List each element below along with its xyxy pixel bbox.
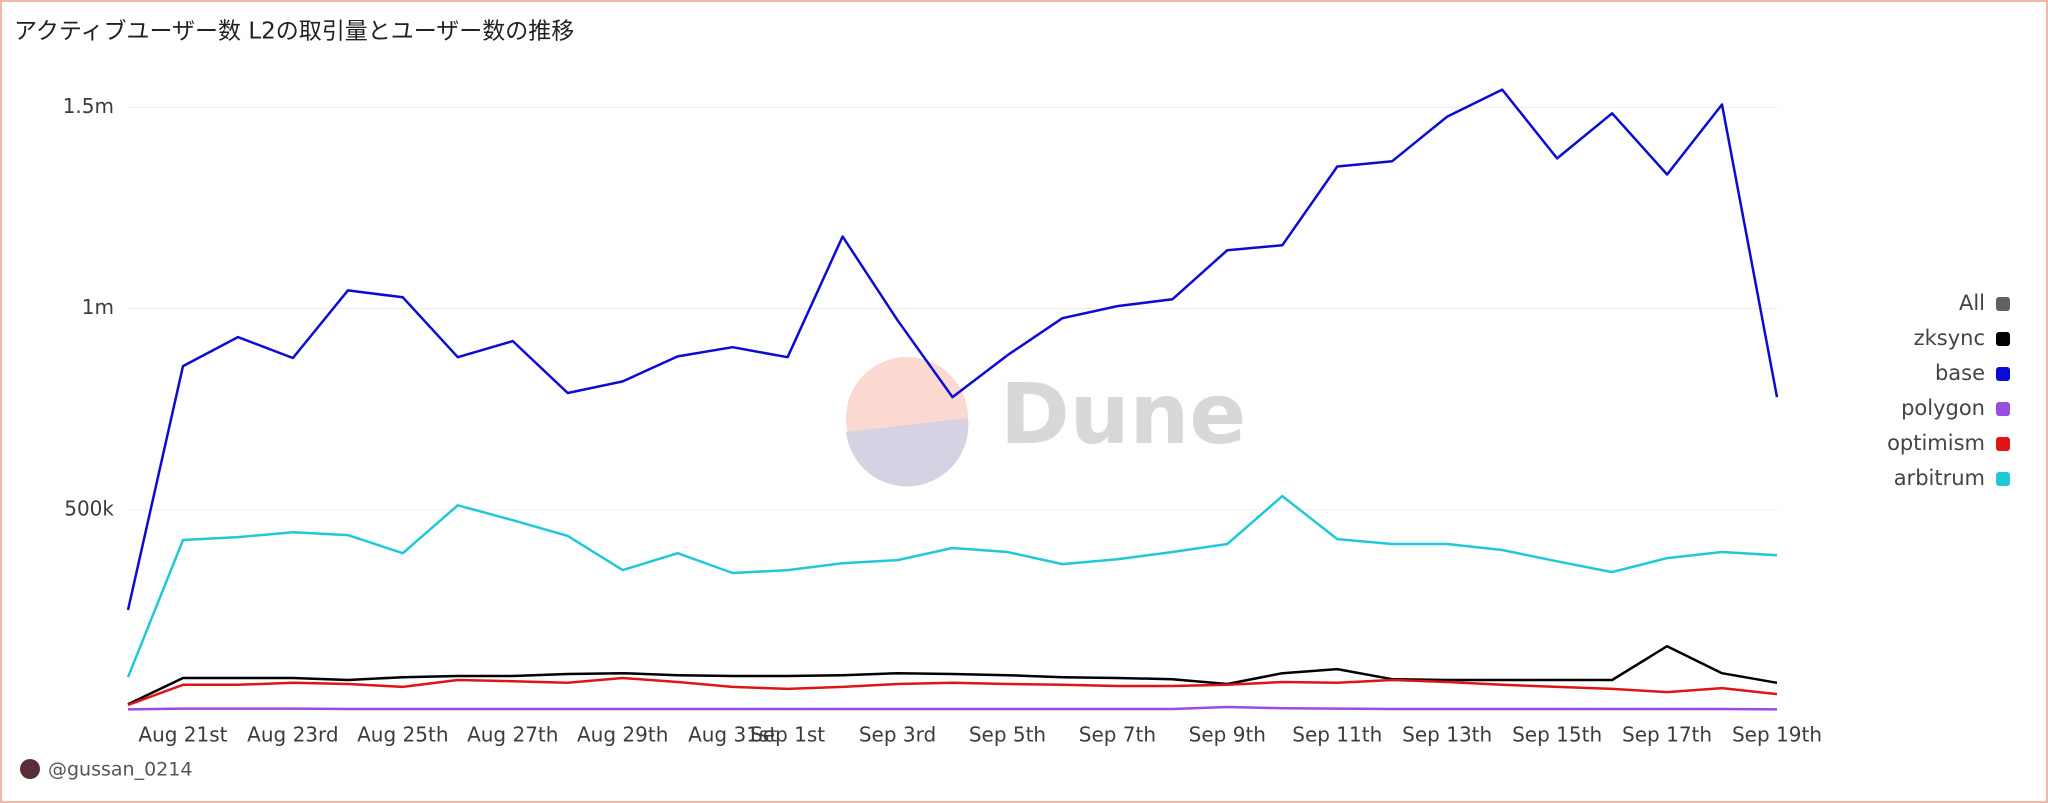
line-base (126, 88, 1779, 611)
x-tick-label: Aug 27th (467, 723, 558, 747)
x-tick-label: Sep 17th (1622, 723, 1712, 747)
x-tick-label: Aug 29th (577, 723, 668, 747)
legend-label: All (1959, 291, 1985, 315)
y-tick-label: 1.5m (63, 94, 114, 118)
author: @gussan_0214 (48, 759, 192, 781)
legend-label: optimism (1887, 431, 1985, 455)
legend-label: zksync (1914, 326, 1985, 350)
legend-swatch (1996, 472, 2010, 486)
legend-swatch (1996, 332, 2010, 346)
watermark-logo (846, 357, 969, 487)
x-tick-label: Sep 11th (1292, 723, 1382, 747)
x-tick-label: Sep 3rd (859, 723, 936, 747)
x-tick-label: Aug 23rd (247, 723, 338, 747)
legend-swatch (1996, 402, 2010, 416)
line-arbitrum (126, 494, 1778, 678)
legend-label: arbitrum (1894, 466, 1985, 490)
y-tick-label: 1m (82, 295, 114, 319)
legend-swatch (1996, 437, 2010, 451)
line-polygon (127, 705, 1778, 711)
x-tick-label: Sep 15th (1512, 723, 1602, 747)
legend-label: polygon (1901, 396, 1985, 420)
line-zksync (127, 644, 1778, 706)
chart-title: アクティブユーザー数 L2の取引量とユーザー数の推移 (14, 19, 574, 45)
x-tick-label: Sep 5th (969, 723, 1046, 747)
avatar (20, 759, 40, 779)
legend-swatch (1996, 297, 2010, 311)
watermark: Dune (1000, 365, 1246, 463)
x-tick-label: Sep 1st (750, 723, 825, 747)
x-tick-label: Sep 13th (1402, 723, 1492, 747)
x-tick-label: Aug 25th (357, 723, 448, 747)
x-tick-label: Sep 19th (1732, 723, 1822, 747)
x-tick-label: Sep 7th (1079, 723, 1156, 747)
y-tick-label: 500k (64, 496, 114, 520)
x-tick-label: Sep 9th (1189, 723, 1266, 747)
x-tick-label: Aug 31st (688, 723, 777, 747)
x-tick-label: Aug 21st (138, 723, 227, 747)
legend-swatch (1996, 367, 2010, 381)
legend-label: base (1935, 361, 1985, 385)
line-optimism (127, 676, 1778, 707)
